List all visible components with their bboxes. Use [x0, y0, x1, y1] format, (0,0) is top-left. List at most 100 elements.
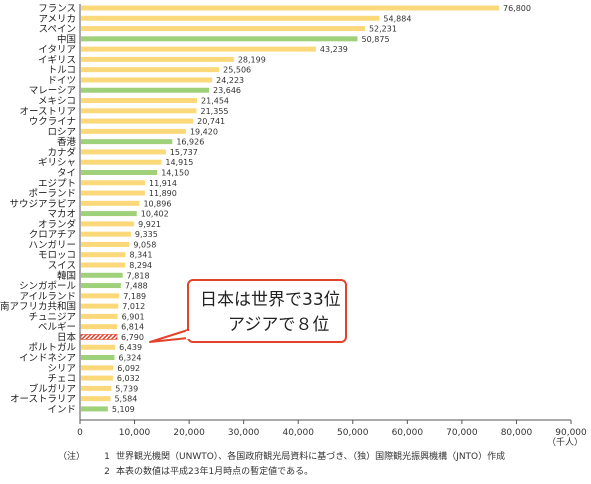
value-label: 23,646 — [213, 86, 241, 95]
category-label: タイ — [57, 168, 76, 179]
category-label: サウジアラビア — [9, 199, 76, 210]
bar-chart: フランス 76,800 アメリカ 54,884 スペイン 52,231 中国 50,875 イタ… — [0, 4, 587, 449]
x-tick-label: 30,000 — [228, 428, 260, 438]
bar — [81, 272, 123, 278]
bar — [81, 169, 158, 175]
bar — [81, 128, 186, 134]
category-label: ベルギー — [38, 322, 76, 333]
value-label: 14,915 — [165, 158, 193, 167]
x-ticks-layer: 0 10,000 20,000 30,000 40,000 50,000 60,000 70,… — [77, 420, 587, 438]
bars-layer — [80, 5, 499, 412]
category-label: モロッコ — [38, 250, 76, 261]
category-label: オーストラリア — [10, 394, 76, 405]
category-label: インド — [47, 404, 76, 415]
bar — [81, 252, 126, 258]
japan-callout: 日本は世界で33位 アジアで８位 — [149, 279, 347, 343]
value-label: 19,420 — [190, 127, 218, 136]
bar — [81, 365, 114, 371]
bar — [81, 98, 198, 104]
note-1: （注） 1 世界観光機関（UNWTO）、各国政府観光局資料に基づき、（独）国際観光振… — [58, 449, 505, 462]
value-label: 20,741 — [197, 117, 225, 126]
value-label: 7,818 — [127, 271, 150, 280]
x-tick-label: 50,000 — [337, 428, 369, 438]
value-label: 6,814 — [121, 323, 144, 332]
value-label: 6,439 — [119, 343, 142, 352]
category-label: ロシア — [47, 127, 76, 138]
category-label: フランス — [38, 4, 76, 15]
category-label: ウクライナ — [29, 117, 76, 128]
bar — [81, 293, 120, 299]
category-label: 中国 — [57, 33, 76, 45]
category-label: 韓国 — [57, 271, 76, 282]
value-label: 9,058 — [133, 240, 156, 249]
bar — [81, 5, 499, 11]
bar — [81, 313, 118, 319]
bar — [81, 15, 380, 21]
bar — [81, 241, 130, 247]
bar — [81, 139, 173, 145]
category-label: ドイツ — [47, 75, 76, 86]
x-tick-label: 40,000 — [282, 428, 314, 438]
category-label: チェコ — [47, 374, 76, 385]
value-label: 6,032 — [117, 374, 140, 383]
note-2-number: 2 — [104, 467, 110, 477]
category-label: アイルランド — [19, 291, 76, 302]
bar — [81, 406, 108, 412]
value-label: 8,294 — [129, 261, 152, 270]
category-label: カナダ — [47, 146, 76, 158]
category-label: スペイン — [39, 24, 76, 35]
value-label: 10,896 — [143, 199, 171, 208]
bar — [81, 46, 316, 52]
x-tick-label: 70,000 — [446, 428, 478, 438]
value-label: 24,223 — [216, 76, 244, 85]
category-label: メキシコ — [38, 96, 76, 107]
bar — [81, 77, 213, 83]
value-label: 28,199 — [238, 55, 266, 64]
callout-line2: アジアで８位 — [228, 315, 329, 335]
value-label: 14,150 — [161, 168, 189, 177]
value-label: 7,488 — [125, 282, 148, 291]
x-tick-label: 80,000 — [501, 428, 533, 438]
bar — [81, 200, 140, 206]
callout-box — [187, 279, 347, 343]
value-label: 76,800 — [503, 4, 531, 13]
value-label: 21,355 — [201, 107, 229, 116]
value-label: 6,092 — [117, 364, 140, 373]
category-label: エジプト — [38, 178, 76, 189]
bar — [80, 334, 118, 340]
x-tick-label: 10,000 — [119, 428, 151, 438]
x-tick-label: 20,000 — [173, 428, 205, 438]
bar — [81, 180, 145, 186]
note-2-text: 本表の数値は平成23年1月時点の暫定値である。 — [116, 467, 314, 477]
bar — [81, 231, 131, 237]
category-label: トルコ — [48, 65, 76, 76]
bar — [81, 56, 234, 62]
bar — [81, 87, 210, 93]
value-label: 15,737 — [170, 148, 198, 157]
value-label: 5,109 — [112, 405, 135, 414]
value-label: 5,584 — [114, 395, 137, 404]
bar — [81, 355, 115, 361]
category-label: 日本 — [57, 331, 77, 343]
bar — [81, 221, 135, 227]
category-label: シリア — [47, 363, 76, 374]
value-label: 7,189 — [123, 292, 146, 301]
category-label: オーストリア — [19, 106, 76, 117]
value-label: 25,506 — [223, 66, 251, 75]
bar — [81, 149, 166, 155]
x-tick-label: 90,000 — [555, 428, 587, 438]
bar — [81, 396, 111, 402]
value-label: 16,926 — [176, 138, 204, 147]
value-label: 21,454 — [201, 97, 229, 106]
note-2: 2 本表の数値は平成23年1月時点の暫定値である。 — [58, 464, 313, 477]
value-label: 52,231 — [369, 25, 397, 34]
bar — [81, 36, 358, 42]
bar — [81, 324, 118, 330]
value-label: 50,875 — [362, 35, 390, 44]
value-label: 6,324 — [119, 354, 142, 363]
category-label: ポルトガル — [28, 343, 76, 354]
category-label: マレーシア — [29, 86, 76, 97]
value-label: 11,890 — [149, 189, 177, 198]
bar — [81, 303, 119, 309]
category-label: 南アフリカ共和国 — [0, 301, 76, 313]
